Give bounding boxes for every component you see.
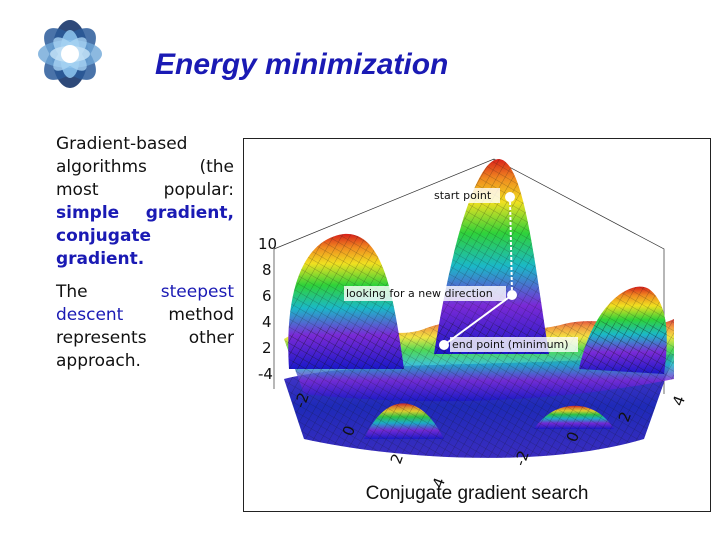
z-tick: 8 <box>262 261 272 279</box>
paragraph-intro: Gradient-based algorithms (the most popu… <box>56 134 234 200</box>
body-text: Gradient-based algorithms (the most popu… <box>56 133 234 383</box>
start-point-label: start point <box>434 189 492 202</box>
z-tick: 2 <box>262 339 272 357</box>
z-tick: 4 <box>262 313 272 331</box>
search-path <box>439 192 517 350</box>
z-tick: 6 <box>262 287 272 305</box>
paragraph-gradient: Gradient-based algorithms (the most popu… <box>56 133 234 271</box>
x-tick: -2 <box>291 390 313 410</box>
logo-icon <box>38 20 102 88</box>
end-point-marker <box>439 340 449 350</box>
new-direction-label: looking for a new direction <box>346 287 493 300</box>
surface-plot-figure: start point looking for a new direction … <box>243 138 711 512</box>
z-tick: 10 <box>258 235 277 253</box>
z-tick: -4 <box>258 365 273 383</box>
paragraph-lead: The <box>56 282 161 302</box>
surface-plot: start point looking for a new direction … <box>258 158 689 490</box>
direction-point-marker <box>507 290 517 300</box>
z-axis: 10 8 6 4 2 -4 <box>258 235 277 383</box>
end-point-label: end point (minimum) <box>452 338 569 351</box>
method-names: simple gradient, conjugate gradient. <box>56 203 234 269</box>
paragraph-steepest: The steepest descent method represents o… <box>56 281 234 373</box>
start-point-marker <box>505 192 515 202</box>
slide-title: Energy minimization <box>155 48 449 81</box>
y-tick: -2 <box>511 448 533 468</box>
steepest-descent-term: steepest descent <box>56 282 234 325</box>
paragraph-rest: method represents other approach. <box>56 305 234 371</box>
y-tick: 4 <box>669 393 689 408</box>
figure-caption: Conjugate gradient search <box>365 483 589 504</box>
